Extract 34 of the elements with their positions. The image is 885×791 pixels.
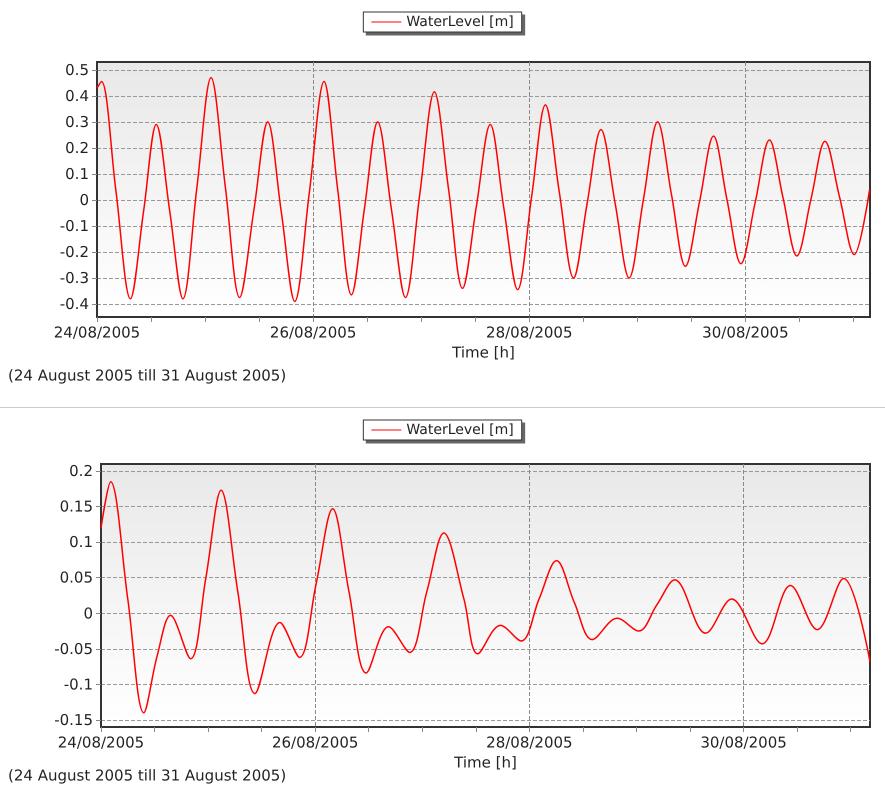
y-tick-label: 0.5 [65, 60, 89, 79]
x-tick-label: 26/08/2005 [270, 324, 356, 342]
x-tick-label: 24/08/2005 [58, 734, 144, 752]
x-axis-title: Time [h] [453, 754, 517, 772]
x-tick-label: 24/08/2005 [54, 324, 140, 342]
y-tick-label: -0.2 [60, 242, 89, 261]
y-tick-label: 0.1 [69, 533, 93, 552]
y-tick-label: -0.1 [64, 675, 93, 694]
x-tick-label: 30/08/2005 [702, 324, 789, 342]
legend-label: WaterLevel [m] [406, 422, 514, 438]
y-tick-label: 0.05 [60, 568, 93, 587]
y-tick-label: 0.1 [65, 164, 89, 183]
x-tick-label: 28/08/2005 [486, 734, 573, 752]
y-tick-label: -0.3 [60, 268, 89, 287]
y-tick-label: -0.4 [60, 294, 89, 313]
y-tick-label: -0.15 [54, 710, 93, 729]
y-tick-label: 0.15 [60, 498, 93, 516]
text: (24 August 2005 till 31 August 2005) [8, 366, 286, 384]
text: (24 August 2005 till 31 August 2005) [8, 766, 286, 784]
y-tick-label: -0.1 [60, 216, 89, 235]
y-tick-label: 0.3 [65, 112, 89, 131]
x-tick-label: 28/08/2005 [486, 324, 573, 342]
x-axis-title: Time [h] [451, 344, 515, 362]
x-tick-label: 26/08/2005 [272, 734, 358, 752]
y-tick-label: -0.05 [54, 640, 93, 658]
line-series [96, 76, 870, 302]
y-tick-label: 0.4 [65, 86, 89, 105]
y-tick-label: 0 [83, 604, 93, 622]
legend-label: WaterLevel [m] [406, 14, 514, 30]
y-tick-label: 0.2 [69, 462, 93, 480]
y-tick-label: 0.2 [65, 138, 89, 157]
line-series [100, 481, 871, 714]
y-tick-label: 0 [79, 190, 89, 209]
x-tick-label: 30/08/2005 [700, 734, 787, 752]
